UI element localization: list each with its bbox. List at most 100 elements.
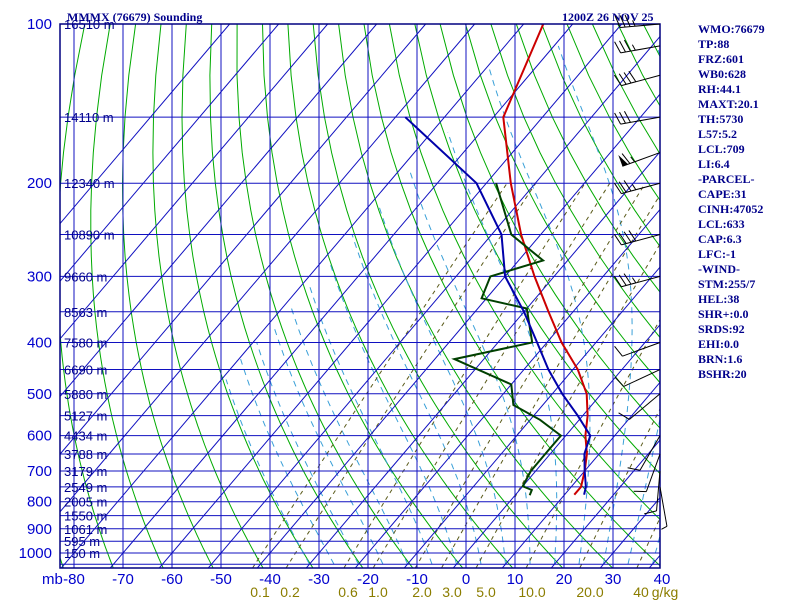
wind-barb — [618, 393, 661, 420]
height-label: 2005 m — [64, 495, 107, 510]
indices-panel: WMO:76679 TP:88 FRZ:601 WB0:628 RH:44.1 MAXT:… — [698, 22, 798, 382]
temperature-tick-label: 20 — [556, 571, 573, 588]
isotherm-line — [550, 439, 660, 568]
mixing-ratio-label: 0.2 — [280, 584, 300, 600]
index-item: WMO:76679 — [698, 22, 765, 36]
dry-adiabat-line — [121, 24, 214, 568]
height-label: 14110 m — [64, 110, 114, 125]
mixing-ratio-label: 10.0 — [518, 584, 545, 600]
height-label: 1061 m — [64, 522, 107, 537]
height-label: 1550 m — [64, 509, 107, 524]
mixing-ratio-label: 0.6 — [338, 584, 358, 600]
index-item: RH:44.1 — [698, 82, 741, 96]
moist-adiabat-line — [328, 260, 457, 565]
plot-area — [60, 24, 660, 568]
dry-adiabat-line — [261, 24, 464, 568]
mixing-ratio-label: g/kg — [652, 584, 678, 600]
index-item: EHI:0.0 — [698, 337, 740, 351]
temperature-tick-label: -20 — [357, 571, 379, 588]
height-label: 5127 m — [64, 409, 107, 424]
index-item: MAXT:20.1 — [698, 97, 759, 111]
dry-adiabat-line — [181, 24, 314, 568]
temperature-tick-label: 30 — [605, 571, 622, 588]
dry-adiabat-line — [439, 24, 660, 429]
index-item: TP:88 — [698, 37, 730, 51]
index-item: WB0:628 — [698, 67, 746, 81]
mixing-ratio-label: 2.0 — [412, 584, 432, 600]
wind-barb — [614, 39, 661, 54]
pressure-tick-label: 300 — [27, 268, 52, 285]
dry-adiabat-line — [60, 24, 114, 568]
height-label: 5880 m — [64, 387, 107, 402]
mixing-ratio-label: 0.1 — [250, 584, 270, 600]
pressure-tick-label: 800 — [27, 494, 52, 511]
isotherm-line — [60, 24, 329, 340]
moist-adiabat-line — [557, 45, 633, 565]
index-item: LFC:-1 — [698, 247, 736, 261]
height-label: 10890 m — [64, 228, 115, 243]
pressure-tick-label: 600 — [27, 428, 52, 445]
index-item: HEL:38 — [698, 292, 740, 306]
plot-frame — [59, 23, 661, 569]
isotherm-line — [60, 24, 525, 568]
temperature-tick-label: -30 — [308, 571, 330, 588]
temperature-tick-label: 40 — [654, 571, 671, 588]
dewpoint-profile-line — [451, 182, 563, 496]
pressure-tick-label: 1000 — [19, 545, 52, 562]
dry-adiabat-line — [363, 24, 660, 567]
index-item: SHR+:0.0 — [698, 307, 749, 321]
moist-adiabat-line — [308, 283, 433, 565]
wind-barb — [614, 342, 661, 357]
mixing-ratio-label: 20.0 — [576, 584, 603, 600]
wind-barb — [613, 273, 661, 288]
temperature-tick-label: -70 — [112, 571, 134, 588]
wind-barb — [613, 70, 661, 87]
isotherm-line — [60, 24, 476, 513]
wind-barb — [614, 369, 661, 387]
pressure-tick-label: 700 — [27, 463, 52, 480]
index-item: STM:255/7 — [698, 277, 756, 291]
station-title: MMMX (76679) Sounding — [67, 10, 202, 24]
wind-barb — [614, 111, 661, 125]
isotherm-line — [60, 24, 231, 225]
dry-adiabat-line — [152, 24, 264, 568]
mixing-ratio-label: 5.0 — [476, 584, 496, 600]
temperature-tick-label: -10 — [406, 571, 428, 588]
dry-adiabat-line — [236, 24, 414, 568]
isotherm-line — [158, 24, 623, 568]
index-item: CAP:6.3 — [698, 232, 742, 246]
moist-adiabat-line — [488, 65, 591, 565]
pressure-tick-label: 400 — [27, 334, 52, 351]
isotherm-line — [60, 24, 378, 398]
wind-barb — [614, 14, 661, 28]
index-item: FRZ:601 — [698, 52, 744, 66]
isotherm-line — [207, 35, 660, 568]
dry-adiabat-line — [490, 24, 660, 339]
temperature-tick-label: -80 — [63, 571, 85, 588]
dry-adiabat-line — [515, 24, 660, 293]
parcel-profile-line — [404, 116, 592, 495]
temperature-tick-label: 10 — [507, 571, 524, 588]
pressure-tick-label: 200 — [27, 175, 52, 192]
height-label: 595 m — [64, 534, 100, 549]
index-item: LCL:709 — [698, 142, 745, 156]
height-label: 3788 m — [64, 447, 107, 462]
height-label: 7580 m — [64, 335, 107, 350]
wind-barb — [618, 152, 661, 167]
isotherm-line — [354, 208, 660, 568]
dry-adiabat-line — [209, 24, 364, 568]
dry-adiabat-line — [541, 24, 660, 248]
moist-adiabat-line — [240, 358, 335, 565]
index-item: CINH:47052 — [698, 202, 764, 216]
dry-adiabat-line — [338, 24, 614, 568]
index-item: BSHR:20 — [698, 367, 747, 381]
dry-adiabat-line — [312, 24, 564, 568]
wind-barb — [659, 486, 668, 530]
wind-barb — [613, 180, 661, 195]
dry-adiabat-line — [414, 24, 660, 475]
index-item: BRN:1.6 — [698, 352, 743, 366]
moist-adiabat-line — [409, 171, 531, 565]
wind-barb — [613, 230, 661, 246]
isotherm-line — [60, 24, 427, 455]
